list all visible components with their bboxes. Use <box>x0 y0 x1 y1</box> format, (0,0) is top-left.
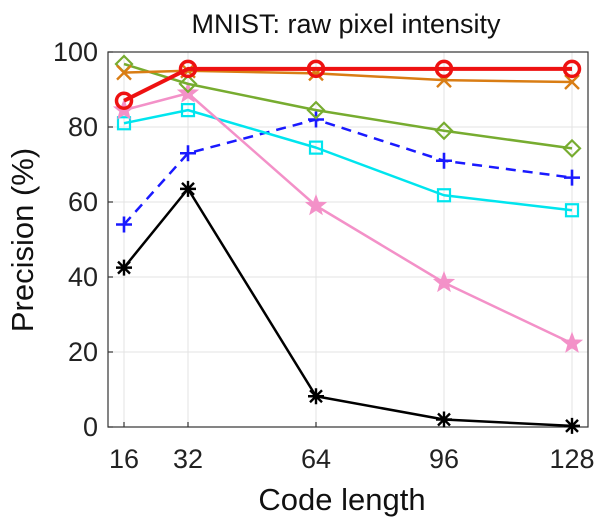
data-point <box>564 417 580 434</box>
chart-title: MNIST: raw pixel intensity <box>191 9 501 39</box>
series-plus <box>116 111 580 233</box>
series-line <box>123 66 572 103</box>
series-asterisk <box>116 180 580 434</box>
data-point <box>564 169 580 186</box>
y-axis-label: Precision (%) <box>5 148 40 332</box>
series-group <box>112 54 584 434</box>
data-point <box>116 64 132 81</box>
y-tick-label: 40 <box>68 262 98 292</box>
series-line <box>123 62 573 150</box>
y-tick-label: 100 <box>53 37 98 67</box>
data-point <box>564 203 580 218</box>
data-point <box>560 331 584 353</box>
data-point <box>434 121 454 141</box>
y-tick-label: 0 <box>83 412 98 442</box>
data-point <box>562 138 582 158</box>
data-point <box>436 152 452 169</box>
data-point <box>436 411 452 428</box>
x-tick-label: 96 <box>429 444 459 474</box>
data-point <box>308 140 324 155</box>
x-tick-label: 16 <box>109 444 139 474</box>
series-circle <box>114 59 582 110</box>
data-point <box>436 188 452 203</box>
data-point <box>180 180 196 197</box>
data-point <box>116 259 132 276</box>
data-point <box>114 91 134 110</box>
data-point <box>116 116 132 131</box>
x-tick-label: 32 <box>173 444 203 474</box>
series-square <box>116 103 580 218</box>
data-point <box>564 74 580 90</box>
y-tick-label: 80 <box>68 112 98 142</box>
x-axis-label: Code length <box>258 482 425 517</box>
series-line <box>123 108 573 212</box>
series-line <box>123 118 573 226</box>
plot-area <box>107 51 589 428</box>
data-point <box>434 59 454 79</box>
data-point <box>116 216 132 233</box>
x-tick-label: 128 <box>549 444 594 474</box>
data-point <box>562 59 582 79</box>
data-point <box>432 270 456 293</box>
data-point <box>180 103 196 118</box>
data-point <box>180 145 196 162</box>
series-star <box>112 81 584 353</box>
series-x <box>116 62 580 90</box>
data-point <box>178 59 198 79</box>
x-tick-label: 64 <box>301 444 331 474</box>
grid <box>108 51 588 428</box>
data-point <box>308 388 324 405</box>
x-axis: 16 32 64 96 128 <box>109 422 595 474</box>
y-axis: 0 20 40 60 80 100 <box>53 37 113 442</box>
data-point <box>178 74 198 94</box>
y-tick-label: 20 <box>68 337 98 367</box>
data-point <box>306 100 326 120</box>
data-point <box>304 194 328 216</box>
y-tick-label: 60 <box>68 187 98 217</box>
data-point <box>306 59 326 79</box>
